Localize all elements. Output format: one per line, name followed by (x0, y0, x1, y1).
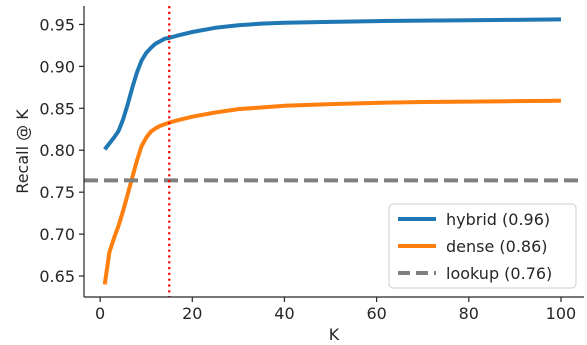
x-tick-label: 80 (459, 304, 479, 323)
y-tick-label: 0.75 (39, 183, 75, 202)
y-axis-label: Recall @ K (13, 109, 32, 194)
plot-area (84, 6, 584, 297)
y-tick-label: 0.85 (39, 99, 75, 118)
y-tick-label: 0.90 (39, 57, 75, 76)
x-tick-label: 60 (366, 304, 386, 323)
series-line-dense (102, 98, 561, 285)
axes (83, 6, 584, 298)
y-tick-label: 0.95 (39, 15, 75, 34)
x-tick-label: 40 (274, 304, 294, 323)
series-line-hybrid (103, 17, 561, 151)
x-axis-label: K (329, 325, 340, 344)
y-tick-label: 0.80 (39, 141, 75, 160)
x-tick-label: 100 (546, 304, 577, 323)
legend-label-dense: dense (0.86) (446, 237, 548, 256)
y-tick-label: 0.70 (39, 225, 75, 244)
ticks: 0 20 40 60 80 100 0.65 0.70 0.75 0.80 0.85 0.90 0.95 (39, 15, 576, 323)
legend-box (388, 203, 577, 289)
legend-label-hybrid: hybrid (0.96) (446, 210, 550, 229)
x-tick-label: 20 (182, 304, 202, 323)
legend-label-lookup: lookup (0.76) (446, 264, 552, 283)
y-tick-label: 0.65 (39, 267, 75, 286)
x-tick-label: 0 (95, 304, 105, 323)
legend: hybrid (0.96) dense (0.86) lookup (0.76) (388, 203, 577, 289)
